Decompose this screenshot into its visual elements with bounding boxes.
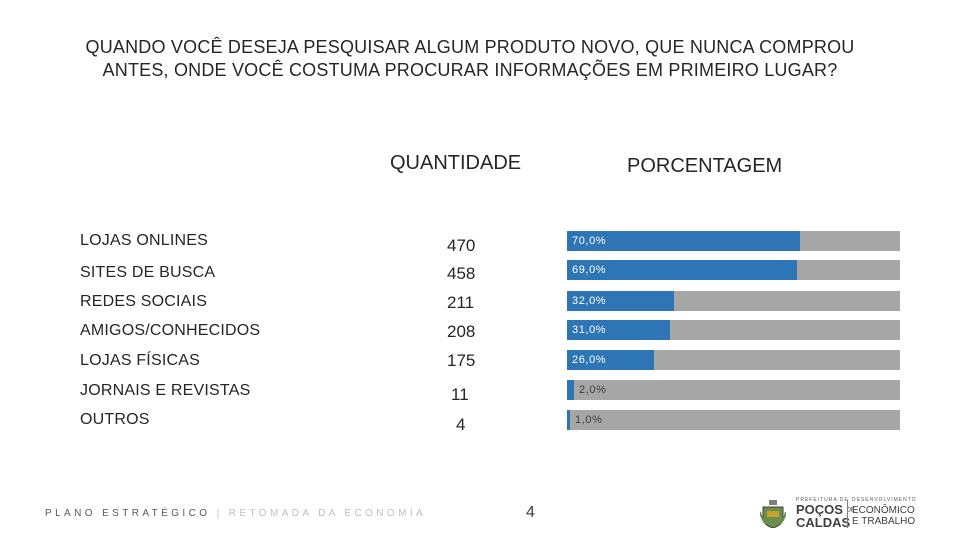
logo-dept-small: DESENVOLVIMENTO: [852, 497, 917, 503]
chart-title: QUANDO VOCÊ DESEJA PESQUISAR ALGUM PRODU…: [85, 37, 855, 80]
category-label: REDES SOCIAIS: [80, 293, 208, 310]
city-logo: PREFEITURA DE POÇOS DE CALDAS DESENVOLVIM…: [760, 496, 930, 530]
category-label: LOJAS FÍSICAS: [80, 352, 200, 369]
quantity-value: 208: [447, 322, 476, 341]
bar-track: 2,0%: [567, 380, 900, 400]
percentage-bar: [567, 350, 654, 370]
percentage-bar: [567, 380, 574, 400]
percentage-label: 32,0%: [572, 295, 607, 307]
coat-of-arms-icon: [760, 500, 786, 528]
footer-plan-muted: RETOMADA DA ECONOMIA: [228, 508, 427, 519]
page-number: 4: [526, 504, 535, 521]
category-label: LOJAS ONLINES: [80, 232, 208, 249]
percentage-bar: [567, 291, 674, 311]
percentage-bar: [567, 231, 800, 251]
logo-divider: [847, 500, 848, 528]
logo-city-line2: CALDAS: [796, 514, 851, 530]
quantity-value: 175: [447, 351, 476, 370]
logo-city-line1: POÇOS: [796, 502, 843, 517]
percentage-label: 2,0%: [579, 384, 607, 396]
percentage-bar: [567, 410, 570, 430]
quantity-value: 470: [447, 236, 476, 255]
percentage-label: 69,0%: [572, 264, 607, 276]
footer-separator: |: [210, 508, 229, 519]
quantity-value: 211: [447, 293, 475, 312]
quantity-value: 4: [456, 415, 466, 434]
footer-plan-strong: PLANO ESTRATÉGICO: [45, 508, 211, 519]
percentage-bar: [567, 320, 670, 340]
percentage-label: 31,0%: [572, 324, 607, 336]
category-label: OUTROS: [80, 411, 150, 428]
logo-city-name: POÇOS DE CALDAS: [796, 502, 855, 530]
percentage-label: 1,0%: [575, 414, 603, 426]
bar-track: 1,0%: [567, 410, 900, 430]
logo-city-de: DE: [846, 507, 855, 514]
bar-track: 26,0%: [567, 350, 900, 370]
logo-dept-line2: E TRABALHO: [852, 516, 916, 527]
percentage-label: 70,0%: [572, 235, 607, 247]
bar-track: 70,0%: [567, 231, 900, 251]
quantity-column-header: QUANTIDADE: [390, 152, 522, 174]
percentage-column-header: PORCENTAGEM: [627, 155, 783, 177]
footer-plan: PLANO ESTRATÉGICO | RETOMADA DA ECONOMIA: [45, 508, 426, 519]
logo-dept-line1: ECONÔMICO: [852, 505, 915, 516]
quantity-value: 11: [451, 385, 469, 404]
bar-track: 69,0%: [567, 260, 900, 280]
category-label: AMIGOS/CONHECIDOS: [80, 322, 261, 339]
bar-track: 32,0%: [567, 291, 900, 311]
bar-track: 31,0%: [567, 320, 900, 340]
quantity-value: 458: [447, 264, 476, 283]
percentage-label: 26,0%: [572, 354, 607, 366]
category-label: SITES DE BUSCA: [80, 264, 216, 281]
category-label: JORNAIS E REVISTAS: [80, 382, 251, 399]
logo-department: ECONÔMICO E TRABALHO: [852, 505, 915, 527]
logo-prefix: PREFEITURA DE: [796, 497, 849, 503]
percentage-bar: [567, 260, 797, 280]
